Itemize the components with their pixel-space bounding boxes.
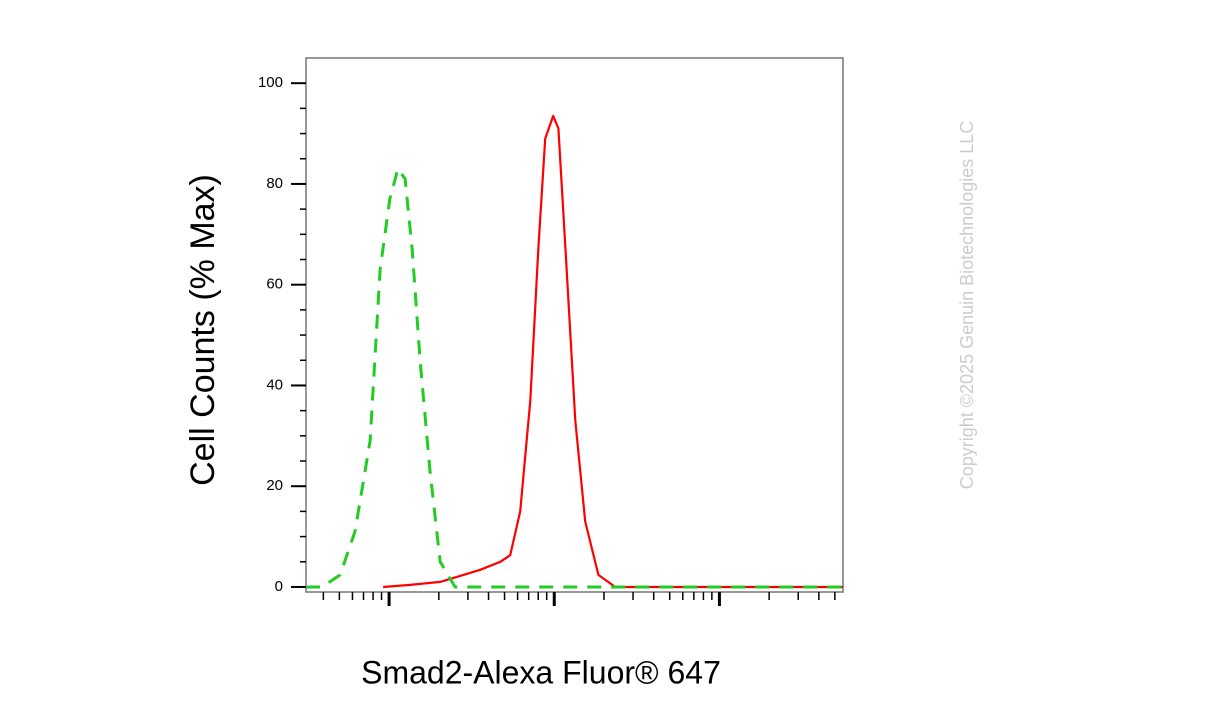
plot-frame: [305, 57, 844, 593]
y-tick-label: 0: [275, 578, 283, 595]
histogram-line: [306, 167, 843, 589]
y-axis-title: Cell Counts (% Max): [184, 174, 222, 486]
y-tick-label: 40: [266, 376, 283, 393]
watermark: Copyright ©2025 Genuin Biotechnologies L…: [957, 121, 977, 490]
y-tick-label: 20: [266, 477, 283, 494]
histogram-line: [383, 114, 843, 589]
y-tick-label: 60: [266, 276, 283, 293]
y-tick-label: 80: [266, 175, 283, 192]
y-tick-label: 100: [258, 74, 283, 91]
x-axis-title: Smad2-Alexa Fluor® 647: [361, 654, 721, 690]
